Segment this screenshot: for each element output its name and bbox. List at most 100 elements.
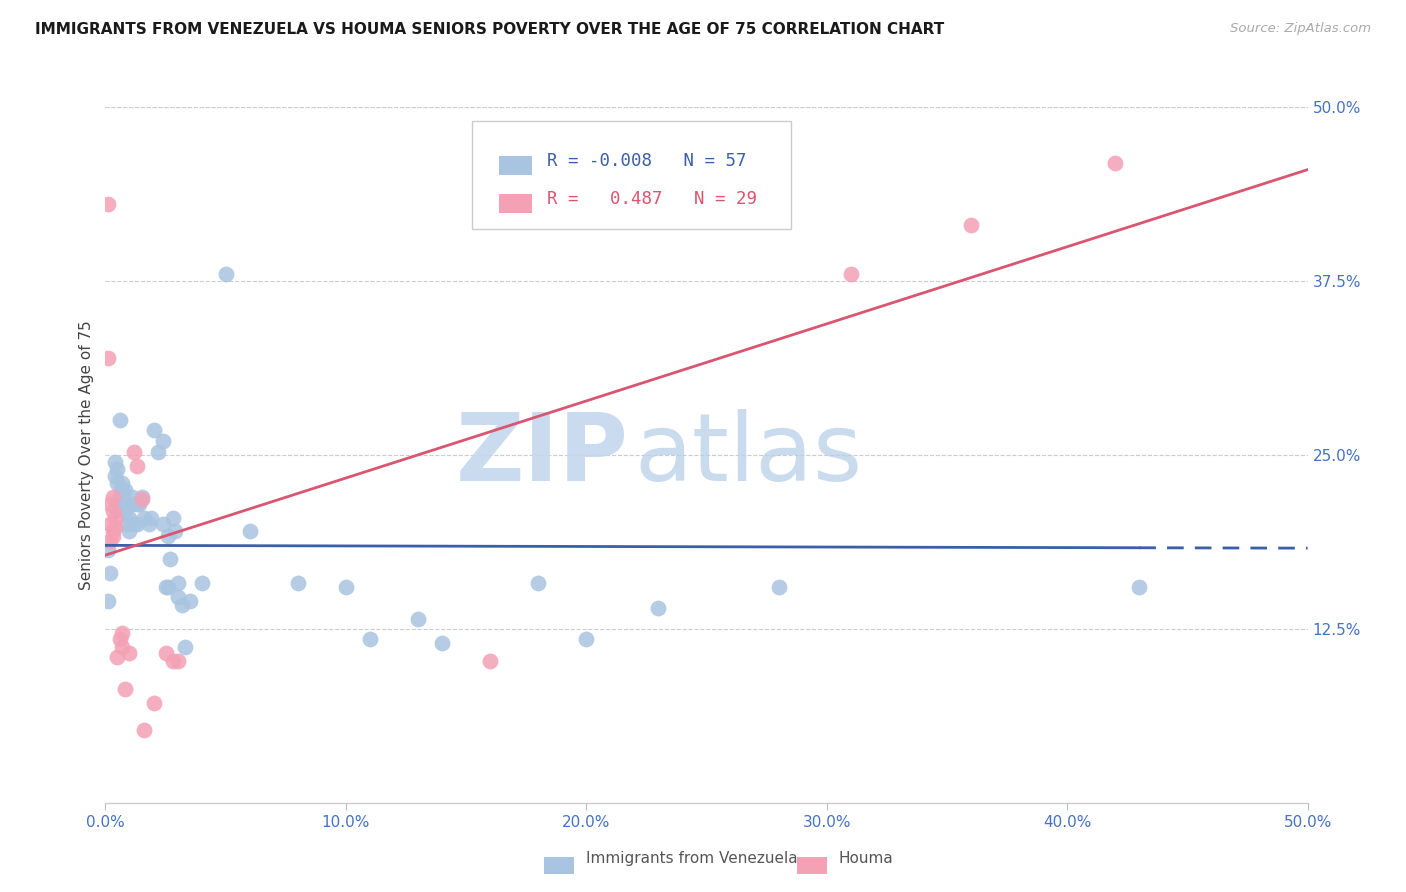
Point bbox=[155, 580, 177, 594]
Point bbox=[335, 580, 357, 594]
Point bbox=[118, 646, 141, 660]
Point bbox=[166, 576, 188, 591]
Point bbox=[960, 219, 983, 233]
Point bbox=[239, 524, 262, 539]
Point bbox=[124, 445, 146, 459]
Point bbox=[406, 612, 429, 626]
Point bbox=[132, 723, 155, 738]
Point bbox=[162, 510, 184, 524]
Point bbox=[839, 267, 862, 281]
Point bbox=[111, 626, 134, 640]
Point bbox=[111, 640, 134, 654]
Point bbox=[115, 497, 138, 511]
Point bbox=[359, 632, 381, 646]
Point bbox=[98, 566, 121, 581]
Point bbox=[155, 646, 177, 660]
Point bbox=[98, 497, 121, 511]
Point bbox=[107, 503, 129, 517]
Point bbox=[108, 413, 131, 427]
Point bbox=[131, 490, 153, 504]
Point bbox=[125, 497, 148, 511]
Point bbox=[101, 524, 124, 539]
Point bbox=[107, 475, 129, 490]
Text: atlas: atlas bbox=[634, 409, 863, 501]
Point bbox=[214, 267, 236, 281]
Point bbox=[97, 197, 120, 211]
Point bbox=[152, 517, 174, 532]
Point bbox=[162, 654, 184, 668]
Point bbox=[101, 503, 124, 517]
Point bbox=[118, 510, 141, 524]
Point bbox=[125, 458, 148, 473]
FancyBboxPatch shape bbox=[499, 156, 533, 175]
Point bbox=[156, 580, 179, 594]
Point bbox=[166, 654, 188, 668]
FancyBboxPatch shape bbox=[797, 857, 827, 874]
Point bbox=[114, 483, 136, 497]
Point bbox=[104, 520, 127, 534]
Point bbox=[101, 528, 124, 542]
Point bbox=[114, 503, 136, 517]
Point bbox=[430, 636, 453, 650]
Point bbox=[101, 490, 124, 504]
Point bbox=[121, 497, 143, 511]
Point bbox=[98, 534, 121, 549]
Point bbox=[114, 681, 136, 696]
FancyBboxPatch shape bbox=[544, 857, 574, 874]
Point bbox=[97, 594, 120, 608]
Text: ZIP: ZIP bbox=[456, 409, 628, 501]
Point bbox=[159, 552, 181, 566]
Point bbox=[1104, 155, 1126, 169]
Point bbox=[152, 434, 174, 448]
Point bbox=[142, 696, 165, 710]
Point bbox=[165, 524, 187, 539]
Point bbox=[139, 510, 162, 524]
Point bbox=[173, 640, 195, 654]
Point bbox=[107, 462, 129, 476]
Point bbox=[768, 580, 790, 594]
Point bbox=[111, 483, 134, 497]
Point bbox=[108, 490, 131, 504]
Point bbox=[575, 632, 598, 646]
Point bbox=[104, 510, 127, 524]
Point bbox=[166, 590, 188, 604]
Point bbox=[156, 528, 179, 542]
Point bbox=[128, 497, 150, 511]
Point bbox=[1128, 580, 1150, 594]
Point bbox=[97, 351, 120, 365]
Point bbox=[179, 594, 201, 608]
Point bbox=[138, 517, 160, 532]
Point bbox=[125, 517, 148, 532]
Point bbox=[148, 445, 170, 459]
Point bbox=[104, 455, 127, 469]
Point bbox=[115, 517, 138, 532]
Text: R =   0.487   N = 29: R = 0.487 N = 29 bbox=[547, 190, 756, 208]
Point bbox=[132, 510, 155, 524]
FancyBboxPatch shape bbox=[499, 194, 533, 213]
Point bbox=[131, 492, 153, 507]
Text: R = -0.008   N = 57: R = -0.008 N = 57 bbox=[547, 152, 747, 169]
Point bbox=[142, 423, 165, 437]
Text: Houma: Houma bbox=[839, 851, 893, 866]
Text: IMMIGRANTS FROM VENEZUELA VS HOUMA SENIORS POVERTY OVER THE AGE OF 75 CORRELATIO: IMMIGRANTS FROM VENEZUELA VS HOUMA SENIO… bbox=[35, 22, 945, 37]
Point bbox=[479, 654, 502, 668]
Point bbox=[98, 517, 121, 532]
Text: Immigrants from Venezuela: Immigrants from Venezuela bbox=[586, 851, 799, 866]
FancyBboxPatch shape bbox=[472, 121, 790, 229]
Point bbox=[527, 576, 550, 591]
Point bbox=[172, 598, 194, 612]
Point bbox=[111, 497, 134, 511]
Point bbox=[121, 490, 143, 504]
Y-axis label: Seniors Poverty Over the Age of 75: Seniors Poverty Over the Age of 75 bbox=[79, 320, 94, 590]
Point bbox=[287, 576, 309, 591]
Point bbox=[104, 468, 127, 483]
Point bbox=[647, 601, 669, 615]
Point bbox=[108, 632, 131, 646]
Point bbox=[190, 576, 212, 591]
Point bbox=[107, 649, 129, 664]
Point bbox=[111, 475, 134, 490]
Point bbox=[118, 524, 141, 539]
Point bbox=[97, 542, 120, 557]
Point bbox=[124, 517, 146, 532]
Text: Source: ZipAtlas.com: Source: ZipAtlas.com bbox=[1230, 22, 1371, 36]
